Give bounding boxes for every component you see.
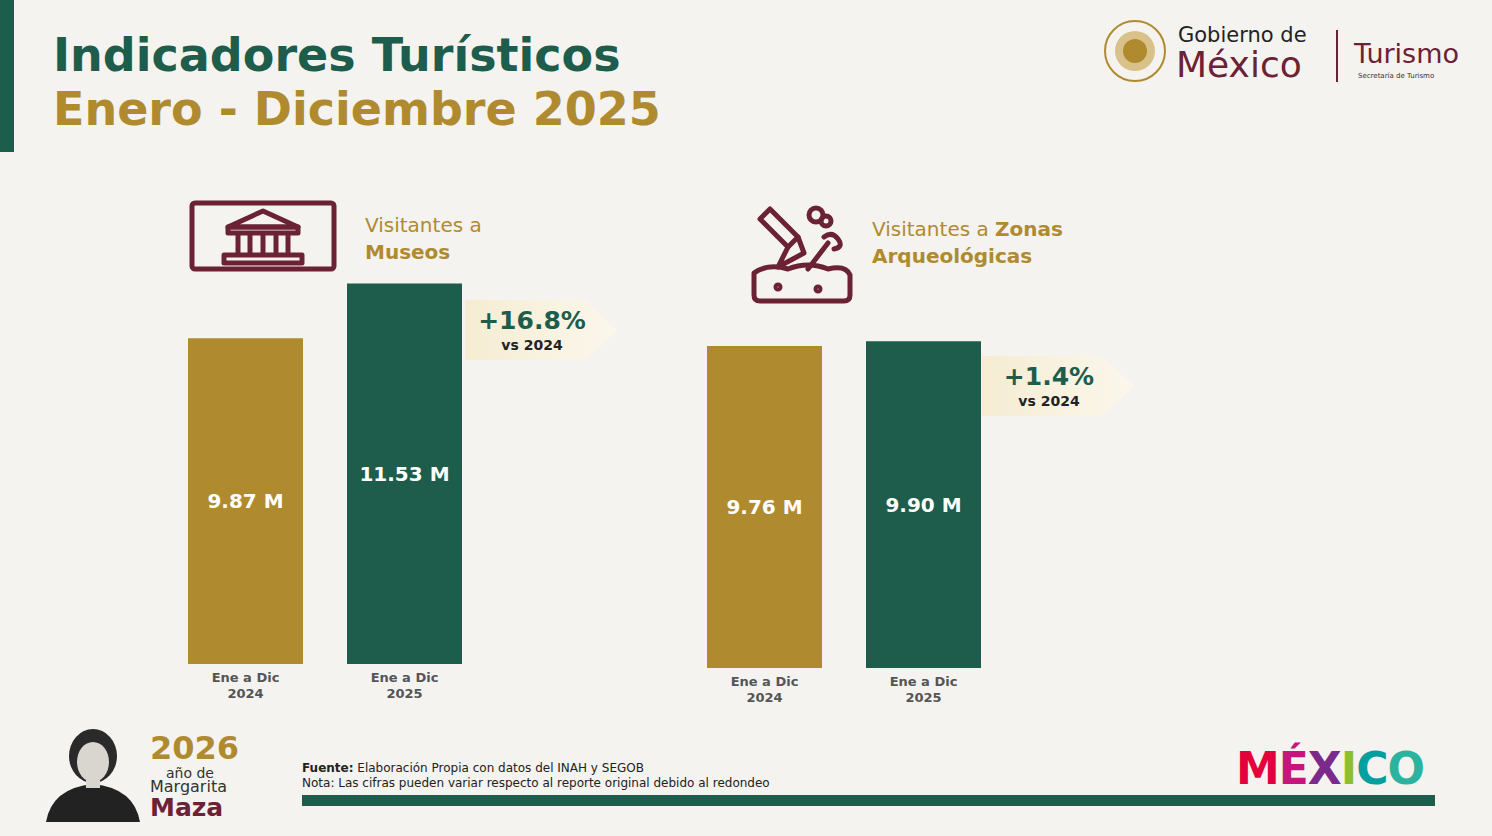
svg-text:Ene a Dic2024: Ene a Dic2024: [212, 670, 280, 701]
html-text:2026: 2026: [150, 729, 240, 767]
svg-text:9.87 M: 9.87 M: [207, 489, 283, 513]
html-text:Maza: Maza: [150, 793, 224, 822]
html-text:Margarita: Margarita: [150, 777, 227, 796]
html-text:Secretaría de Turismo: Secretaría de Turismo: [1358, 72, 1435, 80]
svg-text:9.76 M: 9.76 M: [726, 495, 802, 519]
html-text:Museos: Museos: [365, 240, 451, 264]
svg-text:Ene a Dic2025: Ene a Dic2025: [371, 670, 439, 701]
html-text:Visitantes a Zonas Arqueológic: Visitantes a Zonas Arqueológicas: [872, 217, 1063, 268]
html-text:México: México: [1176, 44, 1302, 85]
html-text:vs 2024: vs 2024: [501, 337, 563, 353]
html-text:+16.8%: +16.8%: [478, 306, 586, 335]
html-text:M É X I C O: M É X I C O: [1236, 743, 1424, 794]
html-text:+1.4%: +1.4%: [1003, 362, 1095, 391]
html-text:vs 2024: vs 2024: [1018, 393, 1080, 409]
svg-text:Ene a Dic2024: Ene a Dic2024: [731, 674, 799, 705]
html-text:Gobierno de: Gobierno de: [1178, 23, 1307, 47]
svg-text:Ene a Dic2025: Ene a Dic2025: [890, 674, 958, 705]
html-text:Enero - Diciembre 2025: Enero - Diciembre 2025: [53, 82, 661, 136]
svg-text:11.53 M: 11.53 M: [359, 462, 449, 486]
html-text:Fuente: Elaboración Propia con: Fuente: Elaboración Propia con datos del…: [302, 761, 644, 775]
html-text:Visitantes a: Visitantes a: [365, 213, 482, 237]
html-text:Indicadores Turísticos: Indicadores Turísticos: [53, 28, 621, 82]
html-text:Turismo: Turismo: [1354, 38, 1459, 69]
html-text:Nota: Las cifras pueden variar: Nota: Las cifras pueden variar respecto …: [302, 776, 770, 790]
html-text:año de: año de: [166, 765, 214, 781]
svg-text:9.90 M: 9.90 M: [885, 493, 961, 517]
